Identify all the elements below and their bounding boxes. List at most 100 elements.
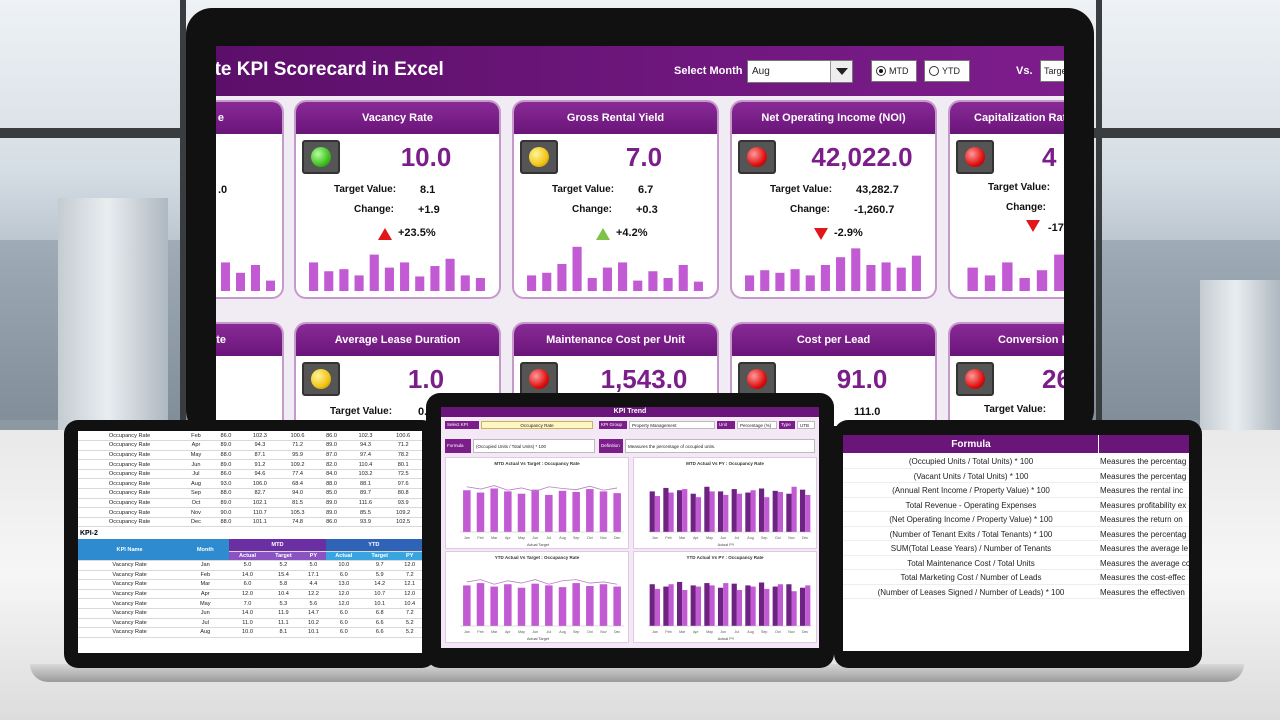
table-cell: 88.0 bbox=[210, 488, 242, 499]
x-tick-label: Jul bbox=[735, 536, 740, 540]
ytd-radio[interactable]: YTD bbox=[924, 60, 970, 82]
table-cell: 74.8 bbox=[278, 517, 317, 528]
table-cell: 12.0 bbox=[325, 598, 362, 609]
chevron-down-icon[interactable] bbox=[830, 61, 852, 82]
col-ytd-actual: Actual bbox=[325, 551, 362, 561]
x-tick-label: Jan bbox=[652, 630, 658, 634]
skyscraper-left bbox=[58, 198, 168, 438]
select-kpi-dropdown[interactable]: Occupancy Rate bbox=[481, 421, 593, 429]
table-cell: 5.0 bbox=[229, 560, 266, 571]
table-cell: Mar bbox=[181, 579, 230, 590]
spark-bar bbox=[775, 272, 785, 291]
table-cell: 10.1 bbox=[361, 598, 398, 609]
table-cell: 68.4 bbox=[278, 478, 317, 490]
card-title: Gross Rental Yield bbox=[514, 102, 717, 134]
status-light bbox=[520, 362, 558, 396]
table-cell: 94.3 bbox=[241, 440, 279, 451]
change-percent: +23.5% bbox=[398, 227, 436, 239]
kpi-value: 1,543.0 bbox=[600, 364, 688, 394]
chart-title: YTD Actual Vs Target : Occupancy Rate bbox=[494, 555, 580, 560]
chart-bar bbox=[709, 491, 715, 532]
kpi-card: Net Operating Income (NOI) 42,022.0 Targ… bbox=[732, 102, 935, 297]
table-cell: 78.2 bbox=[384, 450, 422, 461]
kpi-value: 4 bbox=[1042, 142, 1057, 172]
chart-bar bbox=[750, 586, 756, 626]
x-tick-label: Jun bbox=[532, 536, 538, 540]
table-row: Vacancy Rate Mar 6.0 5.8 4.4 13.0 14.2 12.1 bbox=[78, 579, 422, 590]
table-cell: 10.4 bbox=[265, 589, 302, 600]
table-cell: 11.1 bbox=[265, 618, 302, 629]
formula-text: SUM(Total Lease Years) / Number of Tenan… bbox=[890, 544, 1052, 553]
chart-bar bbox=[695, 497, 702, 532]
chart-bar bbox=[649, 584, 655, 626]
red-light-icon bbox=[529, 369, 549, 389]
spark-bar bbox=[324, 271, 334, 291]
formula-text: (Net Operating Income / Property Value) … bbox=[889, 515, 1053, 524]
x-tick-label: Dec bbox=[614, 536, 621, 540]
spark-bar bbox=[760, 270, 770, 291]
table-cell: 14.7 bbox=[301, 608, 326, 619]
description-text: Measures the percentag bbox=[1100, 471, 1187, 481]
x-tick-label: Mar bbox=[679, 630, 686, 634]
x-tick-label: Aug bbox=[747, 630, 753, 634]
x-tick-label: Feb bbox=[665, 630, 671, 634]
table-cell: 93.9 bbox=[384, 498, 422, 509]
table-cell: Occupancy Rate bbox=[78, 517, 182, 528]
formula-text: (Number of Leases Signed / Number of Lea… bbox=[877, 587, 1065, 597]
table-cell: 93.9 bbox=[346, 517, 385, 528]
definition-label: Definition bbox=[599, 439, 623, 453]
compare-dropdown[interactable]: Targe bbox=[1040, 60, 1064, 82]
chart-legend: Actual PY bbox=[718, 637, 735, 641]
radio-unselected-icon bbox=[929, 66, 939, 76]
status-light bbox=[738, 140, 776, 174]
table-cell: Occupancy Rate bbox=[78, 469, 182, 480]
table-cell: Occupancy Rate bbox=[78, 440, 182, 451]
table-cell: 15.4 bbox=[265, 570, 302, 581]
trend-chart: MTD Actual Vs Target : Occupancy Rate Ja… bbox=[445, 457, 629, 549]
type-label: Type bbox=[779, 421, 795, 429]
table-cell: 10.0 bbox=[325, 560, 362, 571]
window-frame bbox=[1096, 0, 1102, 430]
month-dropdown[interactable]: Aug bbox=[747, 60, 853, 83]
spark-bar bbox=[984, 275, 996, 291]
x-tick-label: Apr bbox=[505, 630, 511, 634]
chart-bar bbox=[676, 490, 683, 532]
table-cell: May bbox=[181, 450, 211, 461]
table-cell: 97.6 bbox=[384, 478, 422, 490]
sparkline-chart bbox=[745, 248, 921, 291]
chart-bar bbox=[736, 493, 743, 532]
table-row: Occupancy Rate Jul 86.0 94.6 77.4 84.0 103.2 72… bbox=[78, 469, 422, 480]
kpi-card-partial-left-bottom: te bbox=[216, 324, 282, 426]
table-cell: 81.5 bbox=[278, 498, 317, 509]
kpi-data-sheet: Occupancy Rate Feb 86.0 102.3 100.6 86.0 102.3… bbox=[78, 431, 422, 653]
table-cell: 82.0 bbox=[316, 459, 347, 470]
target-line bbox=[466, 485, 618, 492]
table-cell: 77.4 bbox=[278, 469, 317, 480]
trend-chart-plot: Jan Feb Mar Apr May Jun Jul Aug Sep Oct Nov Dec Actu… bbox=[460, 485, 624, 547]
table-cell: 10.1 bbox=[301, 627, 326, 638]
kpi-value: 26 bbox=[1042, 364, 1064, 394]
table-cell: 89.0 bbox=[316, 498, 347, 509]
down-arrow-icon bbox=[1026, 220, 1040, 232]
change-percent: -2.9% bbox=[834, 227, 863, 239]
formula-row: (Annual Rent Income / Property Value) * … bbox=[843, 483, 1189, 498]
header-divider bbox=[1098, 435, 1099, 453]
kpi-value: 10.0 bbox=[400, 142, 452, 172]
chart-bar bbox=[572, 491, 580, 532]
table-cell: 87.0 bbox=[316, 450, 347, 461]
x-tick-label: Aug bbox=[559, 536, 565, 540]
col-ytd-target: Target bbox=[361, 551, 398, 561]
mtd-radio[interactable]: MTD bbox=[871, 60, 917, 82]
chart-bar bbox=[599, 491, 608, 532]
status-light bbox=[956, 362, 994, 396]
table-row: Vacancy Rate Apr 12.0 10.4 12.2 12.0 10.7 12.0 bbox=[78, 589, 422, 600]
x-tick-label: Aug bbox=[559, 630, 565, 634]
spark-bar bbox=[221, 262, 230, 291]
x-tick-label: Feb bbox=[665, 536, 671, 540]
table-cell: 111.6 bbox=[346, 498, 385, 509]
formula-label: Formula bbox=[445, 439, 471, 453]
target-label: Target Value: bbox=[988, 182, 1051, 193]
table-cell: 17.1 bbox=[301, 570, 326, 581]
table-cell: 101.1 bbox=[241, 517, 279, 528]
table-cell: 94.6 bbox=[241, 469, 279, 480]
